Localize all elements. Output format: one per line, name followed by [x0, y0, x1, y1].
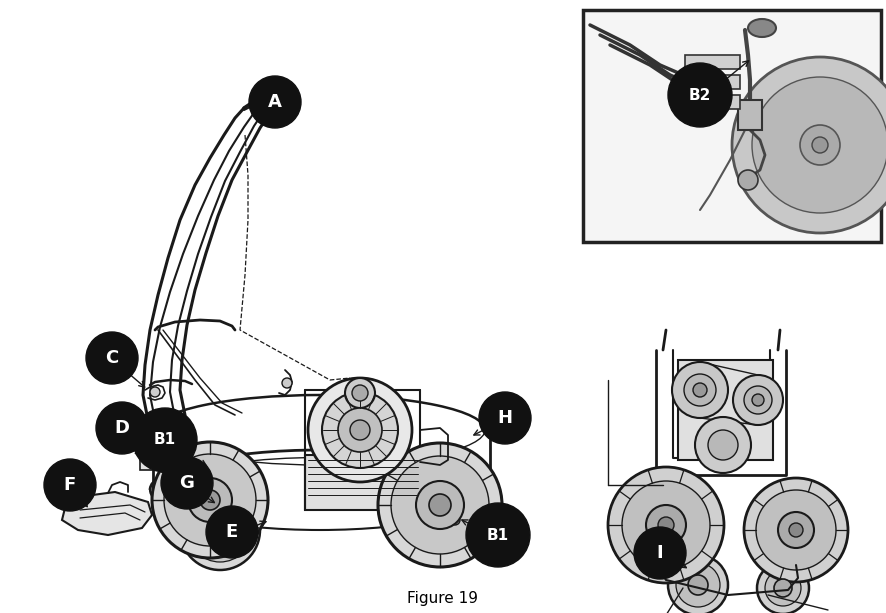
Circle shape [737, 170, 758, 190]
Circle shape [188, 498, 252, 562]
Circle shape [282, 378, 291, 388]
Circle shape [645, 505, 685, 545]
Polygon shape [62, 492, 152, 535]
Circle shape [692, 383, 706, 397]
Circle shape [442, 508, 466, 532]
Circle shape [133, 408, 197, 472]
Circle shape [146, 459, 154, 467]
Circle shape [764, 570, 800, 606]
Circle shape [391, 456, 488, 554]
Circle shape [322, 392, 398, 468]
Circle shape [777, 512, 813, 548]
Circle shape [743, 386, 771, 414]
Circle shape [621, 481, 709, 569]
Circle shape [164, 454, 256, 546]
Circle shape [732, 375, 782, 425]
Circle shape [672, 362, 727, 418]
Circle shape [307, 378, 411, 482]
Bar [684, 95, 739, 109]
Bar [140, 455, 159, 470]
Circle shape [789, 523, 802, 537]
Circle shape [199, 490, 220, 510]
Circle shape [675, 563, 719, 607]
Bar [684, 55, 739, 69]
Circle shape [755, 490, 835, 570]
Text: B1: B1 [486, 528, 509, 543]
Circle shape [345, 378, 375, 408]
Circle shape [751, 77, 886, 213]
Circle shape [338, 408, 382, 452]
Circle shape [206, 516, 234, 544]
Circle shape [249, 76, 300, 128]
Circle shape [161, 457, 213, 509]
Circle shape [96, 402, 148, 454]
Circle shape [607, 467, 723, 583]
Circle shape [350, 420, 369, 440]
Text: I: I [656, 544, 663, 562]
Circle shape [688, 575, 707, 595]
Circle shape [377, 443, 501, 567]
Circle shape [180, 490, 260, 570]
Circle shape [449, 515, 460, 525]
Circle shape [465, 503, 530, 567]
Circle shape [756, 562, 808, 613]
Text: C: C [105, 349, 119, 367]
Circle shape [751, 394, 763, 406]
Circle shape [695, 417, 750, 473]
Circle shape [773, 579, 791, 597]
Bar [737, 100, 761, 130]
Circle shape [150, 387, 159, 397]
Text: A: A [268, 93, 282, 111]
Ellipse shape [747, 19, 775, 37]
Text: D: D [114, 419, 129, 437]
Circle shape [633, 527, 685, 579]
Circle shape [424, 489, 486, 551]
Circle shape [799, 125, 839, 165]
Circle shape [667, 555, 727, 613]
Text: H: H [497, 409, 512, 427]
Bar [684, 75, 739, 89]
Text: G: G [179, 474, 194, 492]
Bar [677, 360, 772, 460]
Text: E: E [226, 523, 237, 541]
Circle shape [743, 478, 847, 582]
Circle shape [86, 332, 138, 384]
Circle shape [352, 385, 368, 401]
Circle shape [206, 506, 258, 558]
Circle shape [416, 481, 463, 529]
Circle shape [731, 57, 886, 233]
Bar [582, 10, 880, 242]
Circle shape [44, 459, 96, 511]
Circle shape [478, 392, 531, 444]
Circle shape [188, 478, 232, 522]
Text: B1: B1 [154, 433, 175, 447]
Text: B2: B2 [688, 88, 711, 102]
Circle shape [429, 494, 450, 516]
Circle shape [811, 137, 827, 153]
Circle shape [214, 524, 226, 536]
Circle shape [416, 482, 493, 558]
Circle shape [657, 517, 673, 533]
Text: F: F [64, 476, 76, 494]
Bar [305, 455, 420, 510]
Circle shape [667, 63, 731, 127]
Circle shape [152, 442, 268, 558]
Circle shape [683, 374, 715, 406]
Text: Figure 19: Figure 19 [407, 590, 478, 606]
Circle shape [707, 430, 737, 460]
